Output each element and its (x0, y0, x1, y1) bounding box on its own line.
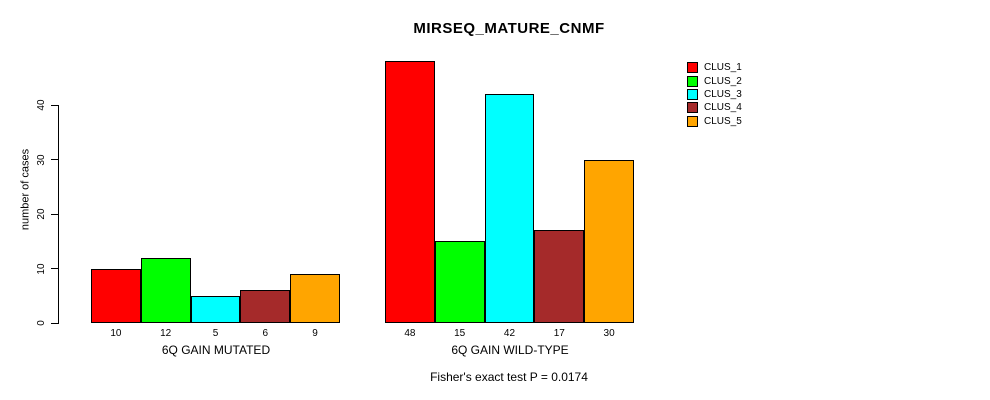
bar-value-label: 48 (404, 328, 416, 339)
legend-entry-clus_1: CLUS_1 (687, 61, 742, 74)
bar-clus_4-group1 (240, 290, 291, 323)
legend-label: CLUS_3 (704, 88, 742, 100)
group-label-wild-type: 6Q GAIN WILD-TYPE (451, 343, 569, 357)
bar-clus_5-group1 (290, 273, 340, 323)
bar-value-label: 42 (503, 328, 516, 339)
bar-clus_3-group1 (190, 295, 241, 323)
chart-title: MIRSEQ_MATURE_CNMF (413, 20, 605, 37)
bar-value-label: 6 (262, 328, 269, 339)
legend-swatch-icon (687, 62, 698, 74)
legend-swatch-icon (687, 88, 698, 100)
y-tick-mark (51, 159, 58, 160)
legend-entry-clus_2: CLUS_2 (687, 74, 742, 87)
bar-value-label: 12 (160, 328, 172, 339)
bar-clus_1-group2 (385, 61, 435, 323)
bar-clus_5-group2 (584, 159, 634, 323)
y-tick-mark (51, 322, 58, 324)
legend-swatch-icon (687, 102, 698, 114)
y-tick-label: 0 (36, 320, 47, 326)
legend-label: CLUS_5 (704, 115, 742, 127)
legend-label: CLUS_1 (704, 62, 742, 74)
y-tick-label: 30 (36, 153, 47, 166)
bar-clus_2-group1 (140, 257, 191, 323)
legend-entry-clus_4: CLUS_4 (687, 101, 742, 114)
legend-label: CLUS_2 (704, 75, 742, 87)
bar-value-label: 5 (212, 328, 219, 339)
bar-clus_4-group2 (534, 230, 585, 323)
y-tick-mark (51, 268, 58, 269)
bar-value-label: 17 (553, 328, 565, 339)
y-axis-label: number of cases (19, 148, 32, 231)
legend-entry-clus_3: CLUS_3 (687, 88, 742, 101)
y-tick-label: 40 (36, 99, 47, 111)
fisher-test-annotation: Fisher's exact test P = 0.0174 (430, 370, 588, 384)
bar-clus_3-group2 (484, 94, 535, 323)
bar-value-label: 10 (110, 328, 122, 339)
bar-value-label: 30 (603, 328, 615, 339)
bar-value-label: 15 (454, 328, 466, 339)
legend-swatch-icon (687, 115, 698, 127)
y-axis-line (58, 105, 59, 324)
y-tick-label: 10 (36, 262, 47, 275)
legend: CLUS_1 CLUS_2 CLUS_3 CLUS_4 CLUS_5 (687, 61, 742, 128)
legend-entry-clus_5: CLUS_5 (687, 115, 742, 128)
bar-clus_1-group1 (91, 268, 141, 323)
y-tick-mark (51, 104, 58, 106)
legend-label: CLUS_4 (704, 102, 742, 114)
y-tick-mark (51, 213, 58, 215)
legend-swatch-icon (687, 75, 698, 87)
y-tick-label: 20 (36, 208, 47, 220)
group-label-mutated: 6Q GAIN MUTATED (161, 343, 271, 357)
bar-clus_2-group2 (434, 241, 485, 323)
bar-value-label: 9 (312, 328, 318, 339)
